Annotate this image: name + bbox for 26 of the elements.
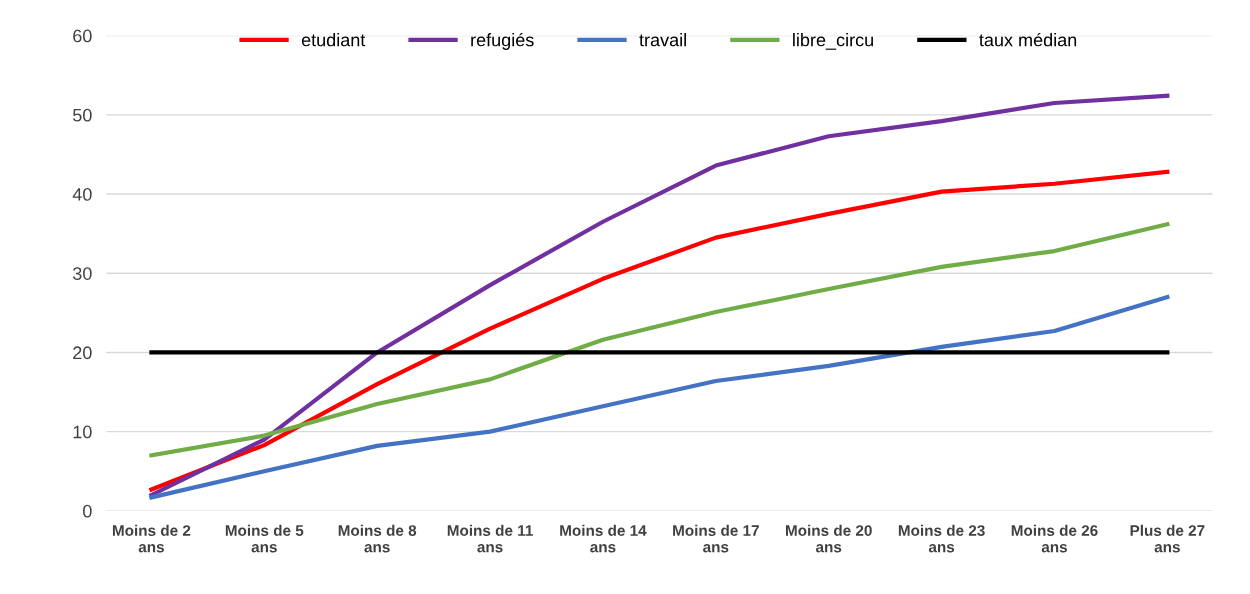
y-tick-label: 20 <box>73 346 92 360</box>
line-series <box>149 169 1170 492</box>
x-tick-label: Moins de 8 ans <box>338 524 417 553</box>
x-tick-label: Moins de 17 ans <box>673 524 759 553</box>
legend-label: etudiant <box>301 33 366 47</box>
x-tick-label: Moins de 14 ans <box>560 524 647 553</box>
x-tick-label: Moins de 5 ans <box>225 524 304 553</box>
y-tick-label: 50 <box>73 108 92 122</box>
x-tick-label: Moins de 2 ans <box>112 524 191 553</box>
x-tick-label: Moins de 11 ans <box>447 524 533 553</box>
x-tick-label: Moins de 23 ans <box>898 524 985 553</box>
legend-label: travail <box>639 33 686 47</box>
line-series <box>149 93 1170 498</box>
legend-label: libre_circu <box>793 33 873 50</box>
legend-label: refugiés <box>471 32 534 50</box>
y-tick-label: 0 <box>83 504 92 518</box>
y-tick-label: 10 <box>73 425 92 439</box>
x-tick-label: Moins de 26 ans <box>1011 524 1098 553</box>
x-tick-label: Plus de 27 ans <box>1130 524 1205 553</box>
x-tick-label: Moins de 20 ans <box>786 524 872 553</box>
y-tick-label: 40 <box>72 187 92 201</box>
line-series <box>149 222 1170 458</box>
line-series <box>149 294 1170 500</box>
y-tick-label: 60 <box>73 29 92 43</box>
legend-label: taux médian <box>979 32 1077 47</box>
y-tick-label: 30 <box>72 267 92 280</box>
